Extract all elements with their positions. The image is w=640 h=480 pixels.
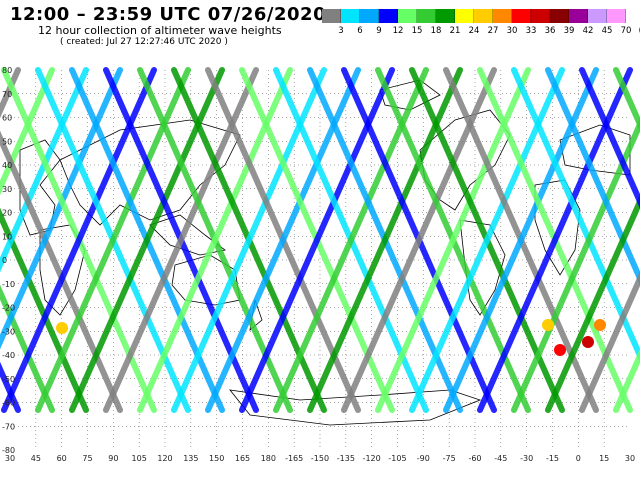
chart-subtitle: 12 hour collection of altimeter wave hei… bbox=[38, 24, 282, 37]
longitude-label: -90 bbox=[417, 454, 430, 463]
satellite-tracks bbox=[0, 67, 640, 413]
longitude-label: 60 bbox=[57, 454, 67, 463]
chart-title: 12:00 – 23:59 UTC 07/26/2020 bbox=[10, 4, 327, 25]
coastline bbox=[171, 254, 241, 306]
legend-label: 18 bbox=[430, 26, 442, 36]
longitude-label: 15 bbox=[599, 454, 609, 463]
latitude-label: 60 bbox=[2, 114, 12, 123]
legend-swatch bbox=[569, 9, 588, 23]
longitude-labels: 30 45 60 75 90 105 120 135 150 165 180 -165 -150 -135… bbox=[5, 454, 635, 463]
legend-swatch bbox=[341, 9, 360, 23]
latitude-label: 0 bbox=[2, 256, 7, 265]
latitude-label: 10 bbox=[2, 232, 12, 241]
latitude-label: -50 bbox=[2, 375, 15, 384]
longitude-label: -165 bbox=[285, 454, 303, 463]
latitude-label: -70 bbox=[2, 422, 15, 431]
longitude-label: 90 bbox=[108, 454, 118, 463]
legend-label: 24 bbox=[468, 26, 480, 36]
legend-label: (ft) bbox=[639, 26, 640, 36]
legend-label: 36 bbox=[544, 26, 556, 36]
coastline bbox=[149, 214, 226, 256]
latitude-labels: 80 70 60 50 40 30 20 10 0 -10 -20 -30 -40 -50 -60 -70 -8… bbox=[2, 66, 15, 455]
longitude-label: 135 bbox=[183, 454, 198, 463]
longitude-label: -105 bbox=[388, 454, 406, 463]
legend-swatch-row bbox=[322, 9, 632, 23]
latitude-label: -20 bbox=[2, 304, 15, 313]
latitude-label: -60 bbox=[2, 399, 15, 408]
legend-swatch bbox=[398, 9, 417, 23]
longitude-label: -45 bbox=[494, 454, 507, 463]
legend-swatch bbox=[379, 9, 398, 23]
descending-track bbox=[545, 194, 640, 413]
coastline bbox=[59, 119, 241, 226]
longitude-label: 150 bbox=[209, 454, 224, 463]
longitude-label: -120 bbox=[363, 454, 381, 463]
legend-label: 33 bbox=[525, 26, 537, 36]
legend-swatch bbox=[360, 9, 379, 23]
longitude-label: 75 bbox=[82, 454, 92, 463]
latitude-label: 40 bbox=[2, 161, 12, 170]
legend-label: 45 bbox=[601, 26, 613, 36]
created-timestamp: ( created: Jul 27 12:27:46 UTC 2020 ) bbox=[60, 37, 228, 47]
longitude-label: -135 bbox=[337, 454, 355, 463]
legend-swatch bbox=[550, 9, 569, 23]
legend-label: 15 bbox=[411, 26, 423, 36]
legend-swatch bbox=[322, 9, 341, 23]
legend-label: 6 bbox=[357, 26, 363, 36]
longitude-label: -150 bbox=[311, 454, 329, 463]
legend-swatch bbox=[474, 9, 493, 23]
longitude-label: -60 bbox=[468, 454, 481, 463]
longitude-label: 30 bbox=[5, 454, 15, 463]
latitude-label: 20 bbox=[2, 209, 12, 218]
legend-swatch bbox=[493, 9, 512, 23]
longitude-label: 165 bbox=[235, 454, 250, 463]
latitude-label: -30 bbox=[2, 327, 15, 336]
longitude-label: -30 bbox=[520, 454, 533, 463]
legend-swatch bbox=[417, 9, 436, 23]
longitude-label: -15 bbox=[546, 454, 559, 463]
legend-label: 39 bbox=[563, 26, 575, 36]
coastline bbox=[229, 389, 482, 426]
latitude-label: 70 bbox=[2, 90, 12, 99]
legend-label: 70 bbox=[620, 26, 632, 36]
legend-swatch bbox=[512, 9, 531, 23]
legend-label: 3 bbox=[338, 26, 344, 36]
ascending-track bbox=[579, 67, 640, 209]
longitude-label: -75 bbox=[443, 454, 456, 463]
longitude-label: 45 bbox=[31, 454, 41, 463]
high-wave-spot bbox=[542, 319, 554, 331]
longitude-label: 105 bbox=[132, 454, 147, 463]
longitude-label: 120 bbox=[157, 454, 172, 463]
legend-label: 30 bbox=[506, 26, 518, 36]
high-wave-spot bbox=[582, 336, 594, 348]
legend-swatch bbox=[531, 9, 550, 23]
longitude-label: 30 bbox=[625, 454, 635, 463]
legend-swatch bbox=[588, 9, 607, 23]
latitude-label: -40 bbox=[2, 351, 15, 360]
legend-swatch bbox=[607, 9, 626, 23]
legend-label: 9 bbox=[376, 26, 382, 36]
legend-label: 21 bbox=[449, 26, 461, 36]
legend-label: 12 bbox=[392, 26, 404, 36]
high-wave-spot bbox=[56, 322, 68, 334]
latitude-label: 50 bbox=[2, 137, 12, 146]
legend-swatch bbox=[436, 9, 455, 23]
longitude-label: 180 bbox=[261, 454, 276, 463]
latitude-label: 80 bbox=[2, 66, 12, 75]
high-wave-spot bbox=[554, 344, 566, 356]
legend-label: 42 bbox=[582, 26, 594, 36]
descending-track bbox=[579, 271, 640, 413]
latitude-label: -10 bbox=[2, 280, 15, 289]
legend-swatch bbox=[455, 9, 474, 23]
latitude-label: -80 bbox=[2, 446, 15, 455]
longitude-label: 0 bbox=[576, 454, 581, 463]
legend-label: 27 bbox=[487, 26, 499, 36]
high-wave-spot bbox=[594, 319, 606, 331]
latitude-label: 30 bbox=[2, 185, 12, 194]
